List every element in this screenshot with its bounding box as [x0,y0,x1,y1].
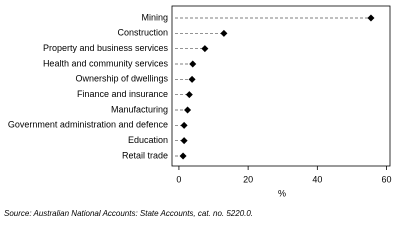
dot [367,14,375,22]
dot [201,45,209,53]
dot [179,152,187,160]
y-tick-label: Retail trade [122,150,168,160]
y-tick-label: Education [128,135,168,145]
y-tick-label: Ownership of dwellings [75,74,168,84]
x-tick-label: 40 [312,174,322,184]
dot [180,137,188,145]
chart: Source: Australian National Accounts: St… [4,5,392,218]
y-tick-label: Mining [141,12,168,22]
y-tick-label: Finance and insurance [77,89,168,99]
dot [188,75,196,83]
y-tick-label: Manufacturing [111,104,168,114]
y-tick-label: Property and business services [43,43,169,53]
y-tick-label: Government administration and defence [8,120,168,130]
source-note: Source: Australian National Accounts: St… [4,209,253,218]
y-tick-label: Health and community services [43,58,169,68]
dot [220,29,228,37]
x-tick-label: 60 [382,174,392,184]
x-axis-label: % [278,188,286,198]
x-tick-label: 20 [243,174,253,184]
dot [185,91,193,99]
y-tick-label: Construction [117,28,168,38]
dot [184,106,192,114]
dot [180,121,188,129]
dot [189,60,197,68]
x-tick-label: 0 [176,174,181,184]
plot-frame [171,5,391,167]
